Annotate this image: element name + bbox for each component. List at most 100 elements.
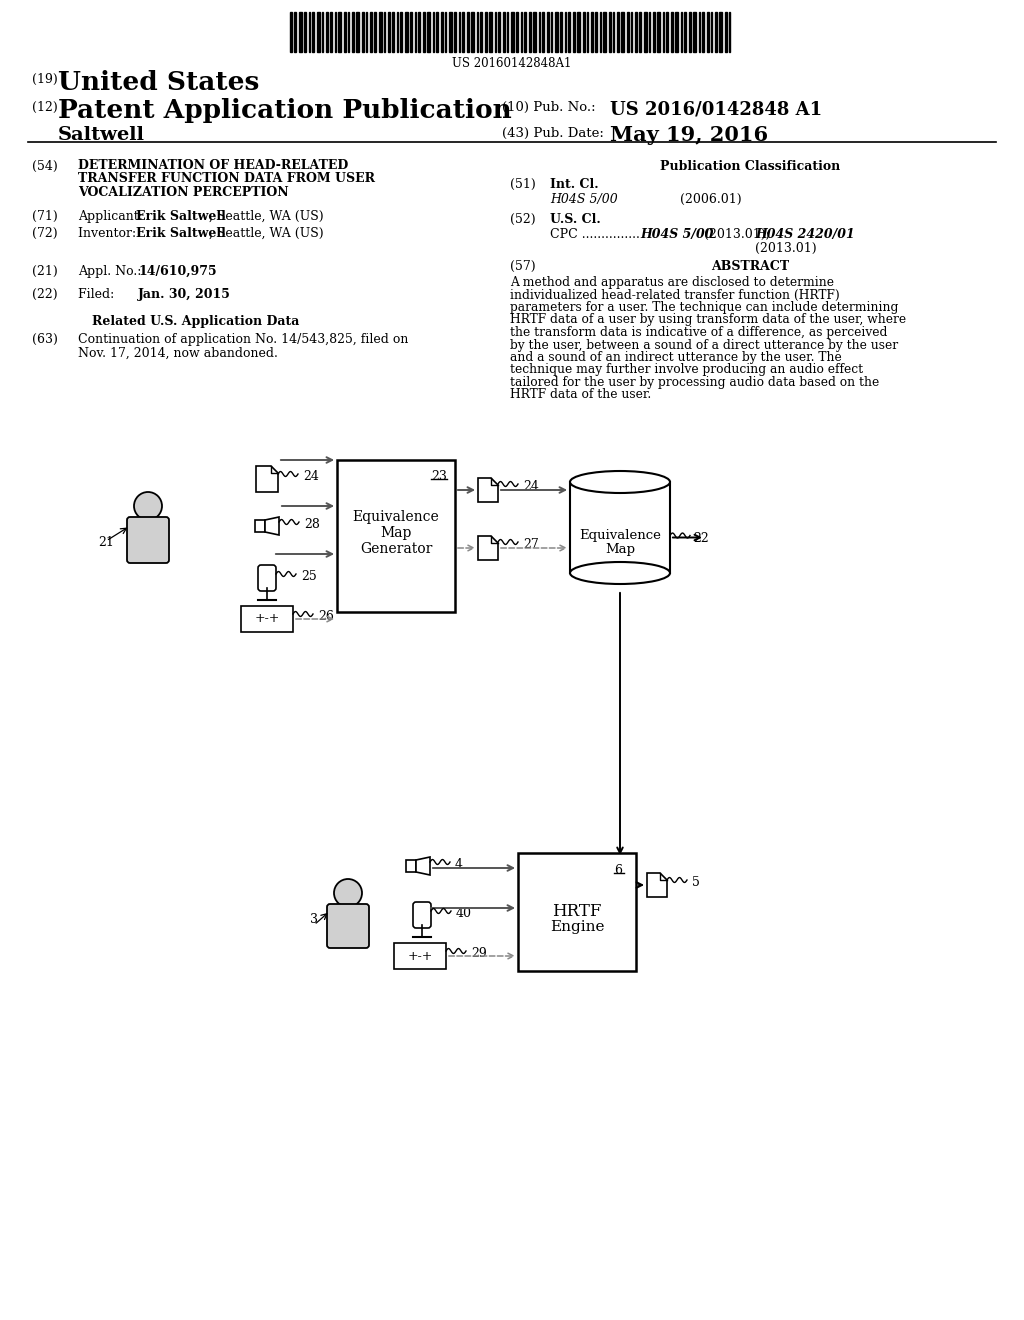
Text: (57): (57) (510, 260, 536, 273)
Bar (467, 12, 469, 51)
Text: (51): (51) (510, 178, 536, 191)
Text: (63): (63) (32, 333, 58, 346)
Bar (462, 12, 464, 51)
Bar (330, 12, 332, 51)
Bar (635, 12, 637, 51)
Text: US 2016/0142848 A1: US 2016/0142848 A1 (610, 100, 822, 117)
Bar (370, 12, 372, 51)
Bar (689, 12, 691, 51)
Text: +-+: +-+ (254, 612, 280, 626)
Bar (489, 12, 492, 51)
Bar (418, 12, 420, 51)
Text: 5: 5 (692, 876, 699, 888)
Bar (719, 12, 722, 51)
Bar (400, 12, 402, 51)
Bar (591, 12, 593, 51)
Text: 22: 22 (693, 532, 709, 544)
FancyBboxPatch shape (127, 517, 169, 564)
Text: Patent Application Publication: Patent Application Publication (58, 98, 512, 123)
Text: US 20160142848A1: US 20160142848A1 (453, 57, 571, 70)
Text: H04S 5/00: H04S 5/00 (640, 228, 714, 242)
Bar (241, 606, 293, 632)
Bar (394, 942, 446, 969)
Bar (388, 12, 390, 51)
Text: 25: 25 (301, 570, 316, 583)
Polygon shape (416, 857, 430, 875)
Text: Equivalence: Equivalence (579, 529, 660, 543)
Text: DETERMINATION OF HEAD-RELATED: DETERMINATION OF HEAD-RELATED (78, 158, 348, 172)
Text: Generator: Generator (359, 543, 432, 556)
Text: (2013.01): (2013.01) (755, 242, 816, 255)
Bar (570, 482, 670, 573)
FancyBboxPatch shape (413, 902, 431, 928)
Bar (338, 12, 341, 51)
Text: (10) Pub. No.:: (10) Pub. No.: (502, 102, 596, 114)
Text: (2006.01): (2006.01) (680, 193, 741, 206)
Text: +-+: +-+ (408, 949, 433, 962)
Text: Publication Classification: Publication Classification (659, 160, 840, 173)
Text: Equivalence: Equivalence (352, 510, 439, 524)
Bar (436, 12, 438, 51)
Text: Nov. 17, 2014, now abandoned.: Nov. 17, 2014, now abandoned. (78, 346, 278, 359)
Text: Jan. 30, 2015: Jan. 30, 2015 (138, 288, 230, 301)
Bar (410, 12, 412, 51)
Bar (560, 12, 562, 51)
Text: by the user, between a sound of a direct utterance by the user: by the user, between a sound of a direct… (510, 338, 898, 351)
Bar (671, 12, 673, 51)
Bar (639, 12, 641, 51)
Bar (529, 12, 531, 51)
Text: May 19, 2016: May 19, 2016 (610, 125, 768, 145)
Text: 21: 21 (98, 536, 114, 549)
Bar (568, 12, 570, 51)
Text: Map: Map (605, 543, 635, 556)
Bar (503, 12, 505, 51)
Bar (617, 12, 618, 51)
Circle shape (134, 492, 162, 520)
Bar (471, 12, 474, 51)
Bar (653, 12, 655, 51)
Text: CPC ...............: CPC ............... (550, 228, 644, 242)
FancyBboxPatch shape (327, 904, 369, 948)
Bar (518, 853, 636, 972)
Text: Engine: Engine (550, 920, 604, 935)
Bar (542, 12, 544, 51)
Bar (627, 12, 629, 51)
Text: technique may further involve producing an audio effect: technique may further involve producing … (510, 363, 863, 376)
Text: the transform data is indicative of a difference, as perceived: the transform data is indicative of a di… (510, 326, 888, 339)
Bar (290, 12, 292, 51)
Text: Erik Saltwell: Erik Saltwell (136, 227, 226, 240)
Bar (547, 12, 549, 51)
Text: and a sound of an indirect utterance by the user. The: and a sound of an indirect utterance by … (510, 351, 842, 364)
Bar (485, 12, 487, 51)
Polygon shape (647, 873, 667, 898)
Text: Filed:: Filed: (78, 288, 142, 301)
Bar (524, 12, 526, 51)
Text: H04S 5/00: H04S 5/00 (550, 193, 617, 206)
Bar (725, 12, 727, 51)
Bar (441, 12, 443, 51)
Text: parameters for a user. The technique can include determining: parameters for a user. The technique can… (510, 301, 898, 314)
Text: (21): (21) (32, 265, 57, 279)
Bar (702, 12, 705, 51)
Bar (715, 12, 717, 51)
Text: Saltwell: Saltwell (58, 125, 145, 144)
Text: (72): (72) (32, 227, 57, 240)
Circle shape (334, 879, 362, 907)
Text: VOCALIZATION PERCEPTION: VOCALIZATION PERCEPTION (78, 186, 289, 199)
Bar (449, 12, 452, 51)
Bar (317, 12, 319, 51)
Text: , Seattle, WA (US): , Seattle, WA (US) (209, 210, 324, 223)
Bar (621, 12, 624, 51)
Bar (312, 12, 314, 51)
Text: HRTF: HRTF (552, 903, 602, 920)
Bar (423, 12, 425, 51)
Bar (603, 12, 606, 51)
Text: 27: 27 (523, 539, 539, 550)
FancyBboxPatch shape (258, 565, 276, 591)
Text: Continuation of application No. 14/543,825, filed on: Continuation of application No. 14/543,8… (78, 333, 409, 346)
Text: Map: Map (380, 525, 412, 540)
Bar (684, 12, 686, 51)
Ellipse shape (570, 471, 670, 492)
Text: U.S. Cl.: U.S. Cl. (550, 213, 601, 226)
Bar (666, 12, 668, 51)
